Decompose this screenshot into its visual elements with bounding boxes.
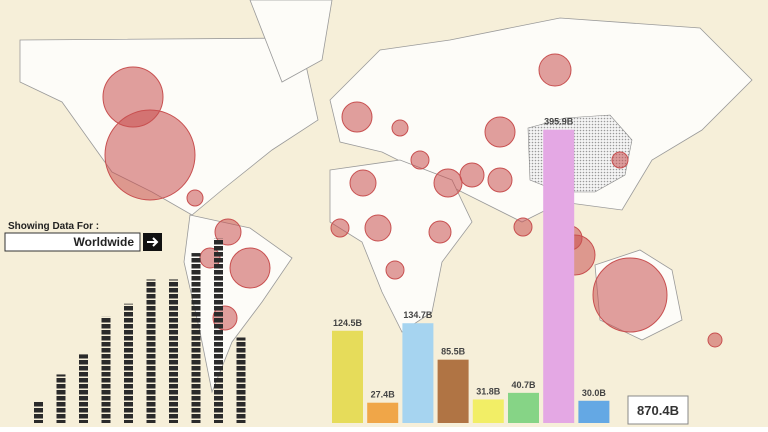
filter-selection[interactable]: Worldwide xyxy=(74,235,135,249)
bar xyxy=(472,399,504,423)
bar xyxy=(101,316,111,423)
bar xyxy=(169,279,178,423)
bar xyxy=(367,402,399,423)
bubble xyxy=(330,218,350,238)
bar xyxy=(578,400,610,423)
bar xyxy=(191,253,201,423)
value-label: 124.5B xyxy=(333,318,363,328)
bar xyxy=(508,392,539,423)
bubble xyxy=(229,247,271,289)
total-box xyxy=(627,395,689,425)
bubble xyxy=(428,220,452,244)
value-label: 30.0B xyxy=(582,388,607,398)
bar xyxy=(34,400,43,423)
value-label: 134.7B xyxy=(403,310,433,320)
bubble xyxy=(707,332,723,348)
bubble xyxy=(349,169,377,197)
value-label: 27.4B xyxy=(371,390,396,400)
value-label: 40.7B xyxy=(511,380,536,390)
filter-box[interactable] xyxy=(4,232,141,252)
filter-label: Showing Data For : xyxy=(8,221,99,232)
bubble xyxy=(186,189,204,207)
value-label: 85.5B xyxy=(441,347,466,357)
bubble xyxy=(538,53,572,87)
africa xyxy=(329,159,473,333)
bar xyxy=(124,303,133,423)
bubble xyxy=(391,119,409,137)
value-label: 31.8B xyxy=(476,386,501,396)
bubble xyxy=(341,101,373,133)
value-label: 395.9B xyxy=(544,117,574,127)
greenland xyxy=(249,0,333,83)
bar xyxy=(56,374,66,423)
bar-layer: 124.5B 27.4B 134.7B 85.5B 31.8B 40.7B 395.9B 30… xyxy=(34,117,610,424)
bubble xyxy=(104,109,196,201)
bubble xyxy=(611,151,629,169)
bar xyxy=(402,323,434,423)
bubble xyxy=(433,168,463,198)
bar xyxy=(146,279,156,423)
bar xyxy=(236,337,246,423)
bubble xyxy=(385,260,405,280)
bar xyxy=(79,354,88,423)
bubble xyxy=(459,162,485,188)
bubble xyxy=(364,214,392,242)
bar xyxy=(437,359,469,423)
bar xyxy=(543,129,575,424)
bar xyxy=(332,330,363,423)
bubble xyxy=(410,150,430,170)
total-value: 870.4B xyxy=(637,403,679,418)
bubble xyxy=(487,167,513,193)
bubble xyxy=(592,257,668,333)
arrow-icon xyxy=(147,237,159,247)
bubble xyxy=(484,116,516,148)
bubble xyxy=(513,217,533,237)
bar xyxy=(214,238,223,423)
